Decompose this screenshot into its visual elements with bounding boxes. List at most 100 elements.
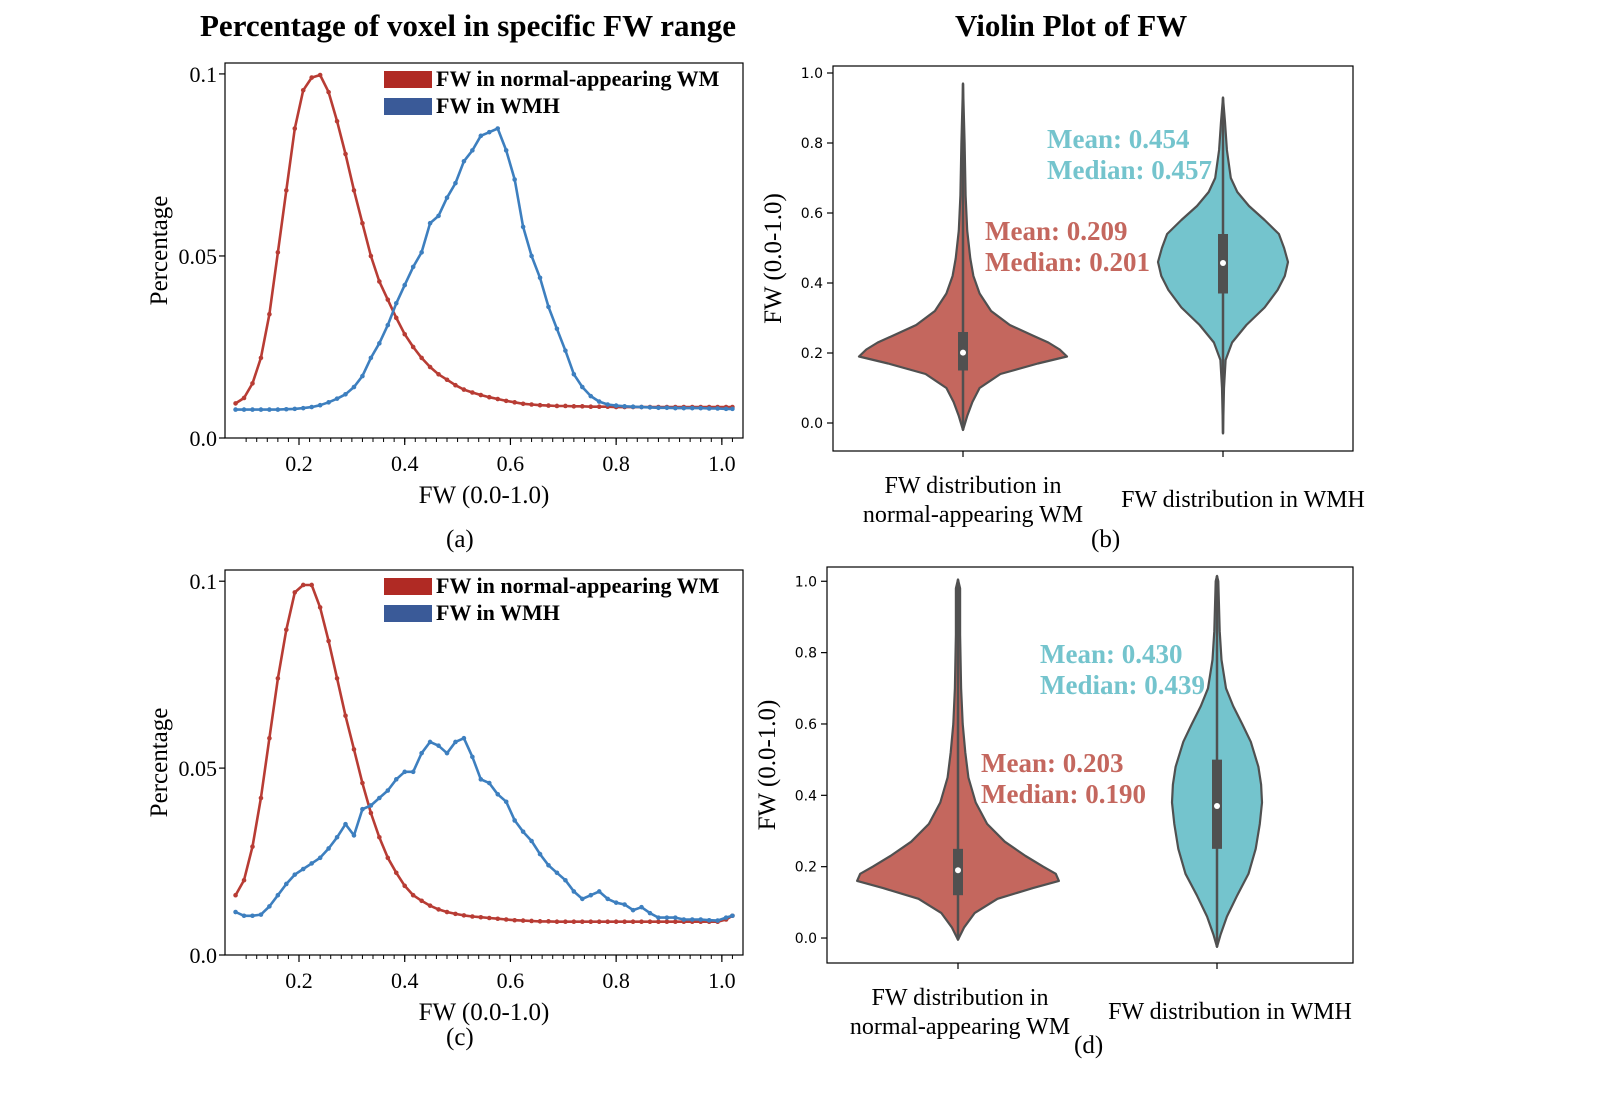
- panel-0-series-0-point: [393, 315, 399, 321]
- panel-0-series-1-point: [377, 341, 382, 346]
- panel-0-series-0-point: [317, 72, 323, 78]
- panel-3-annotation-median-0: Median: 0.439: [1040, 670, 1205, 700]
- panel-1-annotation-mean-0: Mean: 0.454: [1047, 124, 1189, 154]
- panel-2-series-0-point: [478, 914, 484, 920]
- panel-0-x-tick-label: 0.4: [391, 451, 419, 476]
- panel-3-annotation-mean-1: Mean: 0.203: [981, 748, 1123, 778]
- panel-0-series-0-point: [402, 331, 408, 337]
- panel-0-series-1-point: [334, 396, 340, 401]
- panel-2-series-0-point: [284, 627, 289, 633]
- panel-2-legend-swatch-0: [384, 578, 432, 595]
- panel-3-y-tick-label: 0.2: [795, 860, 817, 876]
- panel-0-series-0-point: [250, 381, 255, 386]
- panel-2-series-1-point: [529, 838, 534, 844]
- panel-2-series-1-point: [241, 913, 247, 919]
- panel-2-series-0-point: [360, 780, 365, 786]
- panel-0-series-0-point: [233, 401, 238, 406]
- panel-2-series-0-point: [512, 917, 517, 923]
- panel-0-series-1-point: [554, 326, 560, 332]
- panel-2-series-1-point: [673, 915, 678, 920]
- panel-0-series-1-point: [284, 406, 289, 412]
- panel-2-series-1-point: [571, 889, 577, 894]
- panel-2-series-1-point: [546, 862, 551, 868]
- panel-2-series-0-point: [233, 892, 238, 898]
- panel-2-series-1-point: [461, 735, 467, 741]
- panel-0-series-0-point: [563, 403, 568, 409]
- panel-2-series-0-point: [613, 919, 619, 925]
- panel-2-series-1-point: [275, 892, 281, 898]
- panel-2-series-0-point: [343, 713, 348, 719]
- panel-0-series-1-point: [478, 133, 484, 139]
- panel-1-y-axis-label: FW (0.0-1.0): [760, 193, 787, 324]
- panel-1-annotation-median-0: Median: 0.457: [1047, 155, 1212, 185]
- panel-2-series-0-point: [317, 605, 323, 610]
- panel-0-series-0-point: [284, 188, 289, 193]
- panel-2-series-0-point: [563, 919, 568, 925]
- panel-2-series-1-point: [258, 912, 264, 917]
- panel-0-series-1-point: [537, 275, 543, 281]
- panel-0-series-1-point: [267, 407, 272, 412]
- panel-0-series-1-point: [563, 348, 568, 353]
- panel-1-y-tick-label: 0.2: [801, 346, 823, 362]
- panel-0-series-1-point: [292, 406, 298, 412]
- panel-2-series-0-point: [368, 810, 374, 816]
- panel-2-series-0-point: [351, 747, 357, 752]
- panel-0-series-line-0: [234, 73, 733, 409]
- panel-2-series-0-point: [605, 919, 610, 925]
- panel-0-series-1-point: [647, 405, 653, 410]
- panel-0-series-0-point: [326, 89, 331, 95]
- panel-0-series-1-point: [613, 403, 619, 408]
- panel-1-plot-frame: [832, 65, 1354, 452]
- panel-2-series-0-point: [529, 918, 534, 924]
- panel-0-series-1-point: [698, 405, 704, 411]
- panel-0-legend-label-0: FW in normal-appearing WM: [436, 66, 720, 91]
- panel-0-series-0-point: [351, 188, 357, 193]
- panel-2-y-tick-label: 0.1: [190, 569, 218, 594]
- panel-2-x-tick-label: 0.4: [391, 968, 419, 993]
- panel-3-y-tick-label: 0.0: [795, 931, 817, 947]
- panel-2-series-line-0: [234, 583, 734, 924]
- panel-0-series-1-point: [512, 177, 517, 182]
- panel-0-series-1-point: [410, 264, 416, 270]
- panel-2-series-0-point: [410, 892, 416, 898]
- panel-2-series-1-point: [410, 769, 416, 775]
- panel-0-series-1-point: [326, 400, 331, 405]
- panel-2-series-0-point: [673, 919, 678, 925]
- panel-2-series-1-point: [503, 799, 509, 805]
- panel-2-series-1-point: [427, 739, 433, 745]
- panel-2-series-0-point: [630, 919, 636, 925]
- panel-2-series-0-point: [385, 855, 391, 861]
- panel-2-series-0-point: [393, 870, 399, 876]
- panel-2-series-1-point: [334, 834, 340, 840]
- panel-0-series-0-point: [503, 398, 509, 404]
- caption-b: (b): [1091, 526, 1121, 553]
- panel-2-series-0-point: [520, 918, 526, 923]
- panel-2-legend-label-0: FW in normal-appearing WM: [436, 573, 720, 598]
- caption-a: (a): [446, 526, 474, 553]
- panel-2-plot-frame: [224, 569, 744, 956]
- panel-0-series-0-point: [520, 401, 526, 407]
- panel-0-series-1-point: [673, 405, 678, 411]
- panel-2-series-1-point: [402, 769, 408, 775]
- panel-2-series-1-point: [723, 915, 729, 920]
- panel-0-series-0-point: [537, 402, 543, 408]
- panel-2-series-0-point: [292, 590, 298, 595]
- panel-0-series-1-point: [723, 406, 729, 412]
- panel-0-series-1-point: [546, 304, 551, 310]
- panel-0-series-1-point: [444, 195, 450, 201]
- panel-2-series-1-point: [664, 915, 670, 920]
- panel-3-plot-frame: [826, 566, 1354, 964]
- panel-0-series-1-point: [453, 180, 458, 186]
- panel-2-series-0-point: [461, 913, 467, 918]
- panel-2-series-1-point: [730, 913, 735, 919]
- panel-2-series-1-point: [580, 896, 585, 902]
- panel-2-series-1-point: [689, 917, 695, 922]
- panel-2-series-0-point: [470, 914, 475, 919]
- panel-0-series-1-point: [656, 405, 661, 411]
- panel-0-series-1-point: [317, 402, 323, 408]
- panel-2-series-0-point: [580, 919, 585, 925]
- panel-0-series-1-point: [588, 393, 594, 399]
- panel-2-series-1-point: [419, 750, 424, 756]
- panel-0-series-1-point: [715, 406, 720, 411]
